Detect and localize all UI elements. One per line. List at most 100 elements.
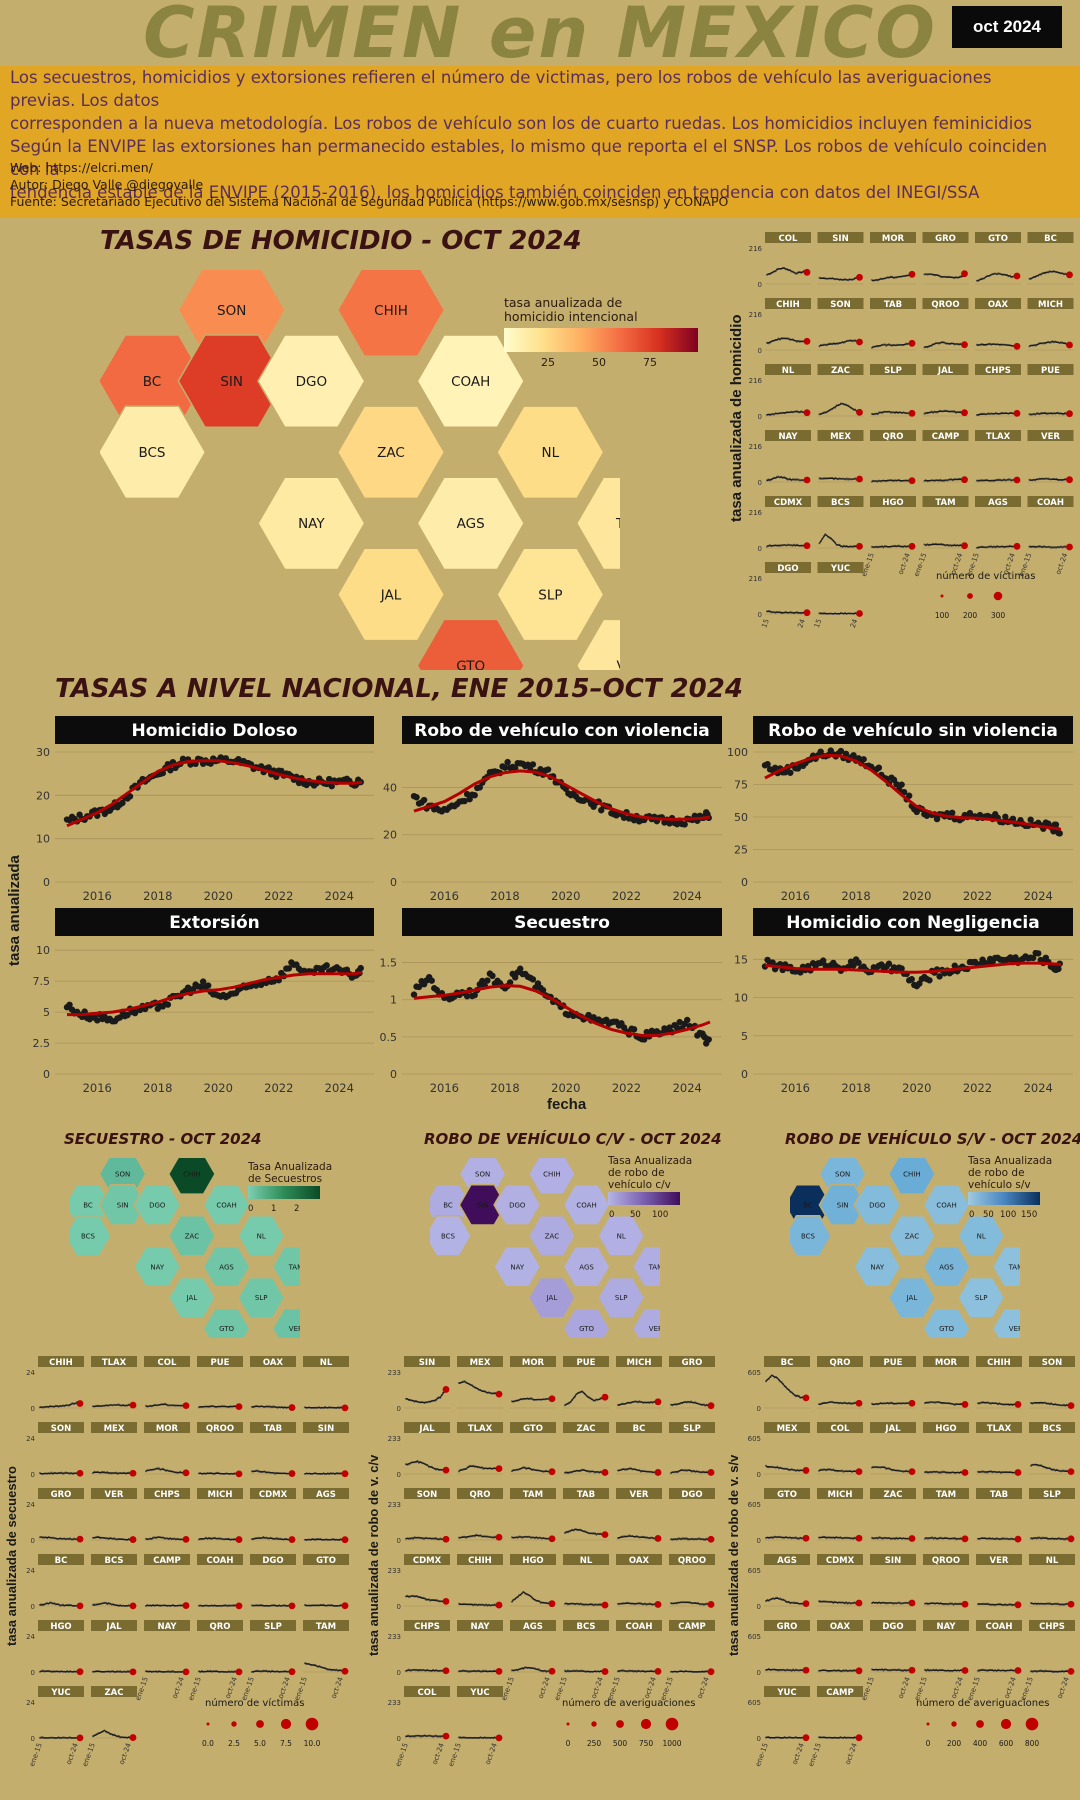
state-label-bcs: BCS [801, 1232, 816, 1240]
facet-strip [976, 1356, 1022, 1367]
data-point [837, 747, 845, 755]
state-label-nl: NL [257, 1232, 266, 1240]
facet-last-point [654, 1601, 662, 1608]
facet-state-label: CHIH [776, 300, 800, 310]
homicide-size-legend: 100 200 300 [935, 591, 1005, 620]
facet-y-tick: 24 [26, 1501, 35, 1509]
robo-cv-legend-bar [608, 1192, 680, 1205]
state-label-tam: TAM [1008, 1263, 1020, 1271]
facet-last-point [548, 1600, 556, 1608]
facet-trend-line [819, 477, 860, 480]
facet-x-tick: oct-24 [696, 1675, 711, 1699]
facet-strip [91, 1620, 137, 1631]
facet-y-tick: 0 [757, 1537, 761, 1545]
facet-state-label: CHPS [154, 1490, 180, 1500]
facet-state-label: ZAC [884, 1490, 903, 1500]
homicide-legend-tick: 50 [592, 356, 606, 369]
facet-strip [870, 496, 916, 507]
facet-last-point [288, 1536, 296, 1543]
facet-state-label: JAL [418, 1424, 435, 1434]
state-hex-nay [257, 476, 366, 571]
facet-trend-line [511, 1398, 553, 1403]
facet-y-tick: 216 [749, 509, 763, 517]
facet-last-point [341, 1602, 349, 1610]
x-tick-label: 2018 [841, 1081, 870, 1095]
data-point [265, 764, 272, 771]
facet-last-point [855, 1468, 863, 1476]
facet-state-label: BCS [105, 1556, 124, 1566]
y-tick-label: 0 [43, 1068, 50, 1081]
state-label-tam: TAM [288, 1263, 300, 1271]
facet-strip [144, 1422, 190, 1433]
facet-last-point [1067, 1402, 1075, 1410]
facet-last-point [908, 1399, 916, 1407]
facet-state-label: ZAC [577, 1424, 596, 1434]
facet-strip [870, 364, 916, 375]
facet-last-point [654, 1398, 662, 1406]
x-tick-label: 2024 [1024, 889, 1053, 903]
facet-last-point [548, 1395, 556, 1403]
facet-state-label: JAL [105, 1622, 122, 1632]
data-point [204, 982, 212, 989]
facet-trend-line [765, 1374, 807, 1399]
state-hex-slp [597, 1276, 646, 1319]
facet-trend-line [251, 1405, 293, 1409]
secuestro-legend-title: Tasa Anualizada de Secuestros [248, 1161, 333, 1185]
facet-trend-line [670, 1469, 711, 1474]
data-point [769, 959, 776, 966]
facet-x-tick: oct-24 [277, 1675, 292, 1699]
robo-sv-legend-tick: 0 [969, 1210, 975, 1220]
state-label-jal: JAL [546, 1294, 558, 1302]
state-label-sin: SIN [477, 1201, 489, 1209]
y-tick-label: 0 [43, 876, 50, 889]
facet-state-label: JAL [937, 366, 954, 376]
data-point [428, 977, 435, 984]
description: Los secuestros, homicidios y extorsiones… [10, 66, 1060, 204]
data-point [842, 750, 850, 757]
facet-trend-line [405, 1389, 447, 1404]
state-hex-nl [957, 1215, 1006, 1257]
y-tick-label: 15 [734, 953, 748, 966]
panel-title: Extorsión [169, 913, 260, 933]
facet-last-point [601, 1469, 609, 1476]
facet-last-point [654, 1667, 662, 1675]
state-label-ags: AGS [457, 516, 485, 532]
facet-x-tick: ene-15 [187, 1676, 203, 1702]
homicide-hexmap: SONCHIHBCSINDGOCOAHBCSZACNLNAYAGSTAMJALS… [100, 270, 620, 670]
trend-line [413, 984, 711, 1037]
facet-x-tick: oct-24 [643, 1675, 658, 1699]
facet-trend-line [1029, 270, 1070, 280]
data-point [900, 788, 908, 796]
x-tick-label: 2016 [430, 889, 459, 903]
facet-strip [91, 1488, 137, 1499]
facet-trend-line [977, 1402, 1018, 1405]
facet-strip [764, 1356, 810, 1367]
facet-trend-line [1029, 412, 1070, 415]
facet-strip [817, 298, 864, 309]
x-tick-label: 2020 [551, 889, 580, 903]
y-tick-label: 0 [390, 1068, 397, 1081]
facet-trend-line [976, 545, 1018, 548]
state-hex-slp [237, 1276, 286, 1319]
facet-strip [91, 1422, 137, 1433]
facet-strip [765, 430, 811, 441]
facet-last-point [1013, 476, 1021, 484]
state-label-coah: COAH [216, 1201, 236, 1209]
facet-state-label: SLP [884, 366, 902, 376]
facet-y-tick: 0 [397, 1405, 401, 1413]
facet-last-point [442, 1597, 450, 1605]
facet-trend-line [405, 1595, 447, 1602]
facet-strip [669, 1554, 715, 1565]
state-hex-nl [237, 1215, 286, 1257]
facet-x-tick: oct-24 [330, 1675, 345, 1699]
data-point [116, 1014, 124, 1021]
facet-trend-line [670, 1401, 712, 1407]
facet-strip [764, 1422, 810, 1433]
facet-state-label: MEX [104, 1424, 125, 1434]
facet-last-point [235, 1602, 243, 1610]
secuestro-hexmap: SONCHIHBCSINDGOCOAHBCSZACNLNAYAGSTAMJALS… [70, 1158, 300, 1338]
web-link[interactable]: Web: https://elcri.men/ [10, 160, 153, 175]
facet-y-tick: 233 [388, 1699, 401, 1707]
state-hex-dgo [257, 334, 366, 429]
facet-strip [404, 1686, 450, 1697]
